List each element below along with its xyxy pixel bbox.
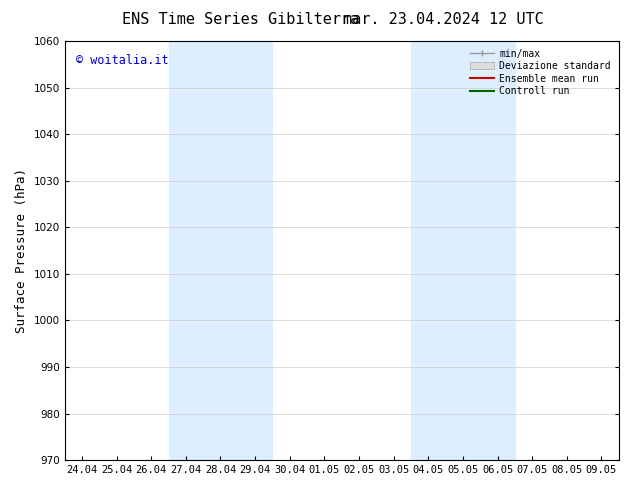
- Y-axis label: Surface Pressure (hPa): Surface Pressure (hPa): [15, 168, 28, 333]
- Bar: [169, 41, 273, 460]
- Text: ENS Time Series Gibilterra: ENS Time Series Gibilterra: [122, 12, 359, 27]
- Legend: min/max, Deviazione standard, Ensemble mean run, Controll run: min/max, Deviazione standard, Ensemble m…: [467, 46, 614, 99]
- Bar: [411, 41, 515, 460]
- Text: © woitalia.it: © woitalia.it: [75, 53, 169, 67]
- Text: mar. 23.04.2024 12 UTC: mar. 23.04.2024 12 UTC: [344, 12, 544, 27]
